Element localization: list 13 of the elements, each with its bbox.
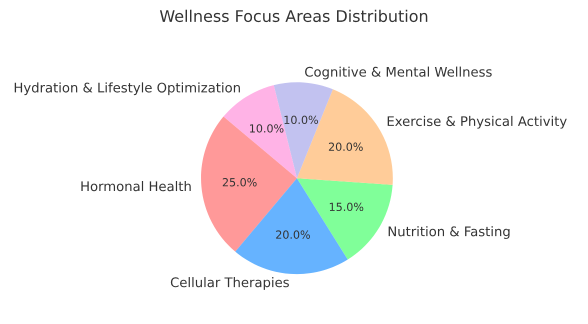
slice-label: Hormonal Health xyxy=(81,181,191,192)
slice-label: Nutrition & Fasting xyxy=(388,226,510,239)
slice-label: Cognitive & Mental Wellness xyxy=(305,66,492,80)
data-label: 20.0% xyxy=(328,142,363,151)
slice-label: Cellular Therapies xyxy=(170,277,289,290)
data-label: 10.0% xyxy=(250,124,284,133)
data-label: 10.0% xyxy=(284,116,318,124)
slice-label: Exercise & Physical Activity xyxy=(388,116,567,129)
data-label: 25.0% xyxy=(222,178,257,186)
data-label: 15.0% xyxy=(330,202,364,212)
data-label: 20.0% xyxy=(276,230,310,239)
slice-label: Hydration & Lifestyle Optimization xyxy=(14,82,240,96)
chart-title: Wellness Focus Areas Distribution xyxy=(160,10,428,22)
